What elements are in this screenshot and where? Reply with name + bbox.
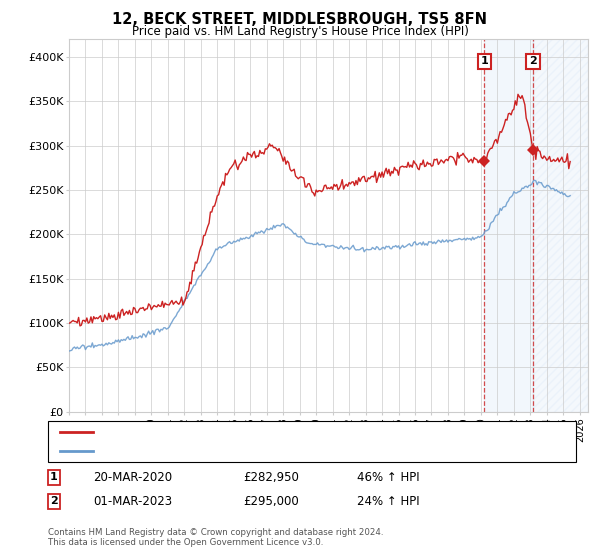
Text: 01-MAR-2023: 01-MAR-2023 [93,494,172,508]
Text: 12, BECK STREET, MIDDLESBROUGH, TS5 8FN (detached house): 12, BECK STREET, MIDDLESBROUGH, TS5 8FN … [97,427,449,437]
Text: 12, BECK STREET, MIDDLESBROUGH, TS5 8FN: 12, BECK STREET, MIDDLESBROUGH, TS5 8FN [113,12,487,27]
Text: Price paid vs. HM Land Registry's House Price Index (HPI): Price paid vs. HM Land Registry's House … [131,25,469,38]
Bar [484,39,533,412]
Text: 2: 2 [50,496,58,506]
Bar [533,39,588,412]
Text: 24% ↑ HPI: 24% ↑ HPI [357,494,419,508]
Text: 20-MAR-2020: 20-MAR-2020 [93,470,172,484]
Text: 1: 1 [50,472,58,482]
Text: HPI: Average price, detached house, Middlesbrough: HPI: Average price, detached house, Midd… [97,446,380,456]
Text: 2: 2 [529,57,537,67]
Text: £295,000: £295,000 [243,494,299,508]
Text: 1: 1 [481,57,488,67]
Text: £282,950: £282,950 [243,470,299,484]
Text: 46% ↑ HPI: 46% ↑ HPI [357,470,419,484]
Text: Contains HM Land Registry data © Crown copyright and database right 2024.
This d: Contains HM Land Registry data © Crown c… [48,528,383,547]
